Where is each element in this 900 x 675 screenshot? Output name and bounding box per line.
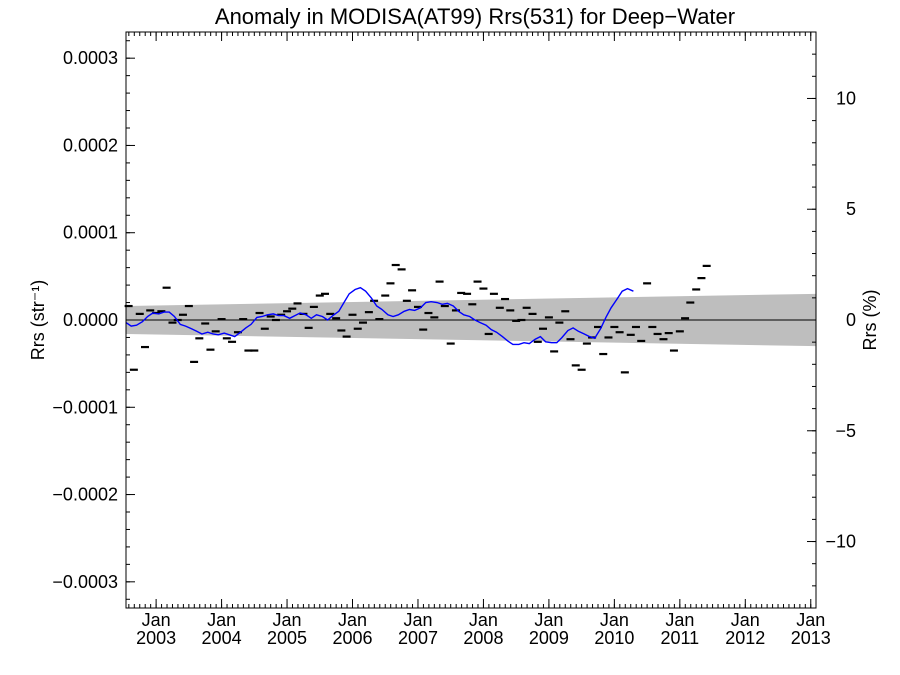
x-tick-label-year: 2003 xyxy=(136,628,176,648)
plot-area: 0.0003 0.0002 0.0001 0.0000 −0.0001 −0.0002 −0… xyxy=(52,31,856,648)
y-right-tick-label: 10 xyxy=(836,88,856,108)
x-tick-label-month: Jan xyxy=(600,610,629,630)
x-tick-label-year: 2004 xyxy=(202,628,242,648)
y-axis-left-label: Rrs (str⁻¹) xyxy=(28,280,48,360)
y-right-tick-label: −10 xyxy=(825,532,856,552)
y-axis-right-label: Rrs (%) xyxy=(860,290,880,351)
x-tick-label-month: Jan xyxy=(469,610,498,630)
x-tick-label-month: Jan xyxy=(731,610,760,630)
x-tick-label-year: 2012 xyxy=(725,628,765,648)
x-tick-label-year: 2006 xyxy=(332,628,372,648)
y-left-tick-label: −0.0003 xyxy=(52,572,118,592)
x-tick-label-year: 2008 xyxy=(463,628,503,648)
x-tick-label-year: 2010 xyxy=(594,628,634,648)
x-tick-label-month: Jan xyxy=(142,610,171,630)
x-tick-label-month: Jan xyxy=(207,610,236,630)
x-tick-label-month: Jan xyxy=(796,610,825,630)
y-right-tick-label: −5 xyxy=(835,421,856,441)
y-left-tick-label: 0.0001 xyxy=(63,223,118,243)
running-mean-line xyxy=(125,286,634,346)
x-tick-label-month: Jan xyxy=(338,610,367,630)
x-tick-label-year: 2011 xyxy=(660,628,699,648)
y-left-tick-label: 0.0003 xyxy=(63,48,118,68)
y-right-tick-label: 0 xyxy=(846,310,856,330)
y-left-tick-label: 0.0000 xyxy=(63,310,118,330)
x-tick-label-month: Jan xyxy=(534,610,563,630)
x-tick-label-year: 2007 xyxy=(398,628,438,648)
x-tick-label-year: 2013 xyxy=(791,628,831,648)
y-right-tick-label: 5 xyxy=(846,199,856,219)
x-tick-label-month: Jan xyxy=(403,610,432,630)
y-left-tick-label: −0.0002 xyxy=(52,485,118,505)
y-left-tick-label: 0.0002 xyxy=(63,135,118,155)
x-tick-label-month: Jan xyxy=(273,610,302,630)
x-tick-label-year: 2009 xyxy=(529,628,569,648)
y-left-tick-label: −0.0001 xyxy=(52,397,118,417)
chart-title: Anomaly in MODISA(AT99) Rrs(531) for Dee… xyxy=(215,4,735,29)
x-tick-label-year: 2005 xyxy=(267,628,307,648)
x-tick-label-month: Jan xyxy=(665,610,694,630)
